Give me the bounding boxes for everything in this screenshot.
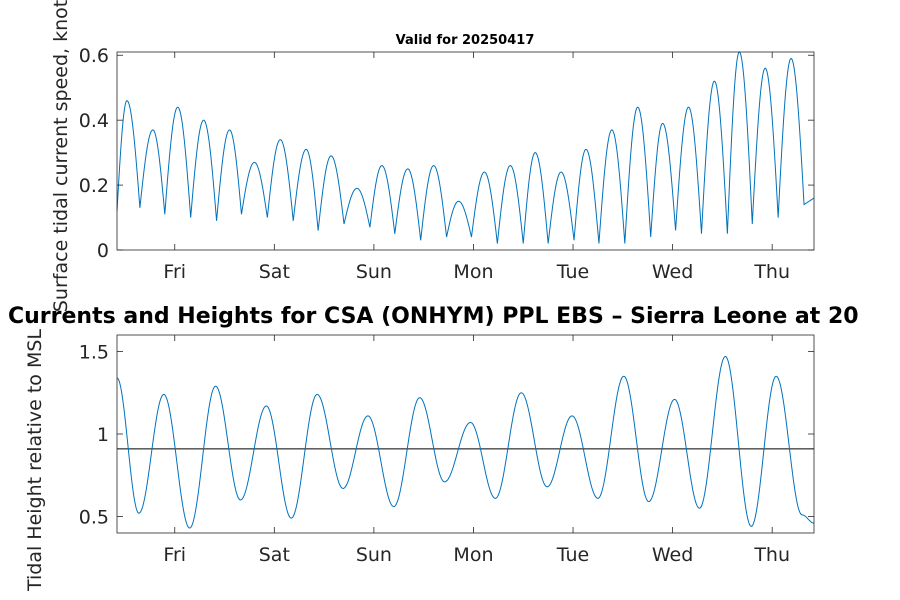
current-speed-y-tick-label: 0 — [97, 240, 109, 262]
tidal-height-x-tick-label: Fri — [163, 544, 186, 566]
current-speed-x-ticks: Fri Sat Sun Mon Tue Wed Thu — [163, 52, 790, 283]
tidal-height-x-tick-label: Tue — [556, 544, 589, 566]
current-speed-y-tick-label: 0.6 — [79, 45, 109, 67]
current-speed-x-tick-label: Tue — [556, 261, 589, 283]
tidal-height-title: Currents and Heights for CSA (ONHYM) PPL… — [8, 304, 859, 329]
tidal-height-y-tick-label: 1.5 — [79, 342, 109, 364]
current-speed-x-tick-label: Sat — [259, 261, 290, 283]
tidal-height-y-tick-label: 1 — [97, 424, 109, 446]
tidal-height-x-tick-label: Sat — [259, 544, 290, 566]
current-speed-x-tick-label: Sun — [356, 261, 392, 283]
current-speed-x-tick-label: Fri — [163, 261, 186, 283]
tidal-height-series-line — [116, 355, 815, 529]
tidal-height-y-ticks: 0.5 1 1.5 — [79, 342, 814, 529]
tidal-height-x-tick-label: Wed — [652, 544, 693, 566]
current-speed-y-label: Surface tidal current speed, knots — [50, 0, 72, 312]
tidal-height-plot-area — [117, 335, 814, 533]
current-speed-x-tick-label: Thu — [753, 261, 790, 283]
current-speed-axes-box — [116, 51, 815, 251]
current-speed-x-tick-label: Wed — [652, 261, 693, 283]
current-speed-y-ticks: 0 0.2 0.4 0.6 — [79, 45, 814, 262]
tidal-height-x-tick-label: Mon — [453, 544, 493, 566]
current-speed-series-line — [116, 51, 815, 244]
current-speed-y-tick-label: 0.2 — [79, 175, 109, 197]
tidal-height-x-tick-label: Thu — [753, 544, 790, 566]
current-speed-y-tick-label: 0.4 — [79, 110, 109, 132]
current-speed-plot-area — [117, 52, 814, 250]
current-speed-axes: 0 0.2 0.4 0.6 Fri Sat Sun Mon Tue Wed Thu Valid f… — [50, 0, 815, 312]
current-speed-title: Valid for 20250417 — [396, 33, 535, 48]
tidal-height-y-label: Tidal Height relative to MSL — [24, 329, 46, 592]
tidal-height-x-ticks: Fri Sat Sun Mon Tue Wed Thu — [163, 335, 790, 566]
tidal-height-x-tick-label: Sun — [356, 544, 392, 566]
tidal-height-y-tick-label: 0.5 — [79, 507, 109, 529]
current-speed-x-tick-label: Mon — [453, 261, 493, 283]
tidal-height-axes: 0.5 1 1.5 Fri Sat Sun Mon Tue Wed Thu Tidal Heig… — [8, 304, 859, 592]
